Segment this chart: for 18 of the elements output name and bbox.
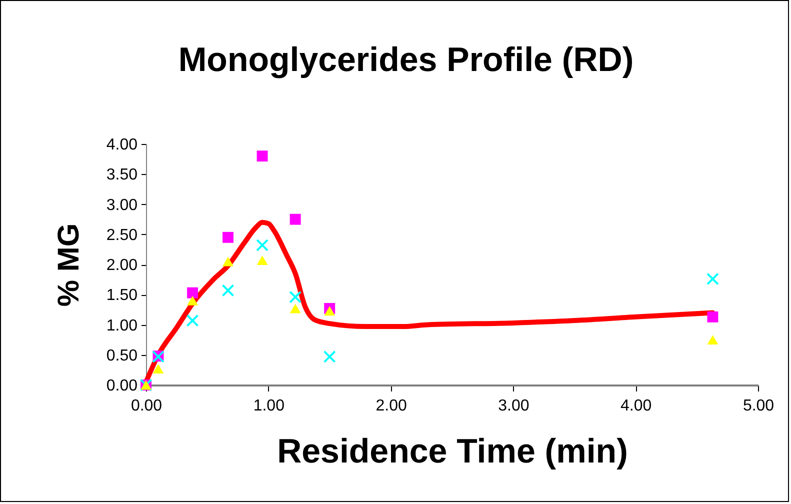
chart-title: Monoglycerides Profile (RD) (178, 41, 634, 79)
y-tick-label: 0.00 (106, 378, 138, 394)
x-tick-label: 0.00 (130, 398, 162, 414)
x-tick-label: 3.00 (498, 398, 530, 414)
x-tick-label: 5.00 (742, 398, 774, 414)
y-tick-label: 0.50 (106, 347, 138, 364)
x-tick-label: 1.00 (253, 398, 285, 414)
x-tick-label: 2.00 (376, 398, 407, 414)
y-tick-label: 1.00 (106, 317, 138, 334)
y-axis-title: % MG (52, 223, 86, 307)
x-axis-title: Residence Time (min) (277, 432, 628, 470)
x-tick-label: 4.00 (620, 398, 652, 414)
y-tick-label: 4.00 (106, 136, 138, 154)
y-tick-label: 1.50 (106, 287, 138, 304)
y-tick-label: 3.50 (106, 166, 138, 184)
y-tick-label: 2.50 (106, 226, 138, 244)
y-tick-label: 2.00 (106, 257, 138, 274)
y-tick-label: 3.00 (106, 196, 138, 214)
